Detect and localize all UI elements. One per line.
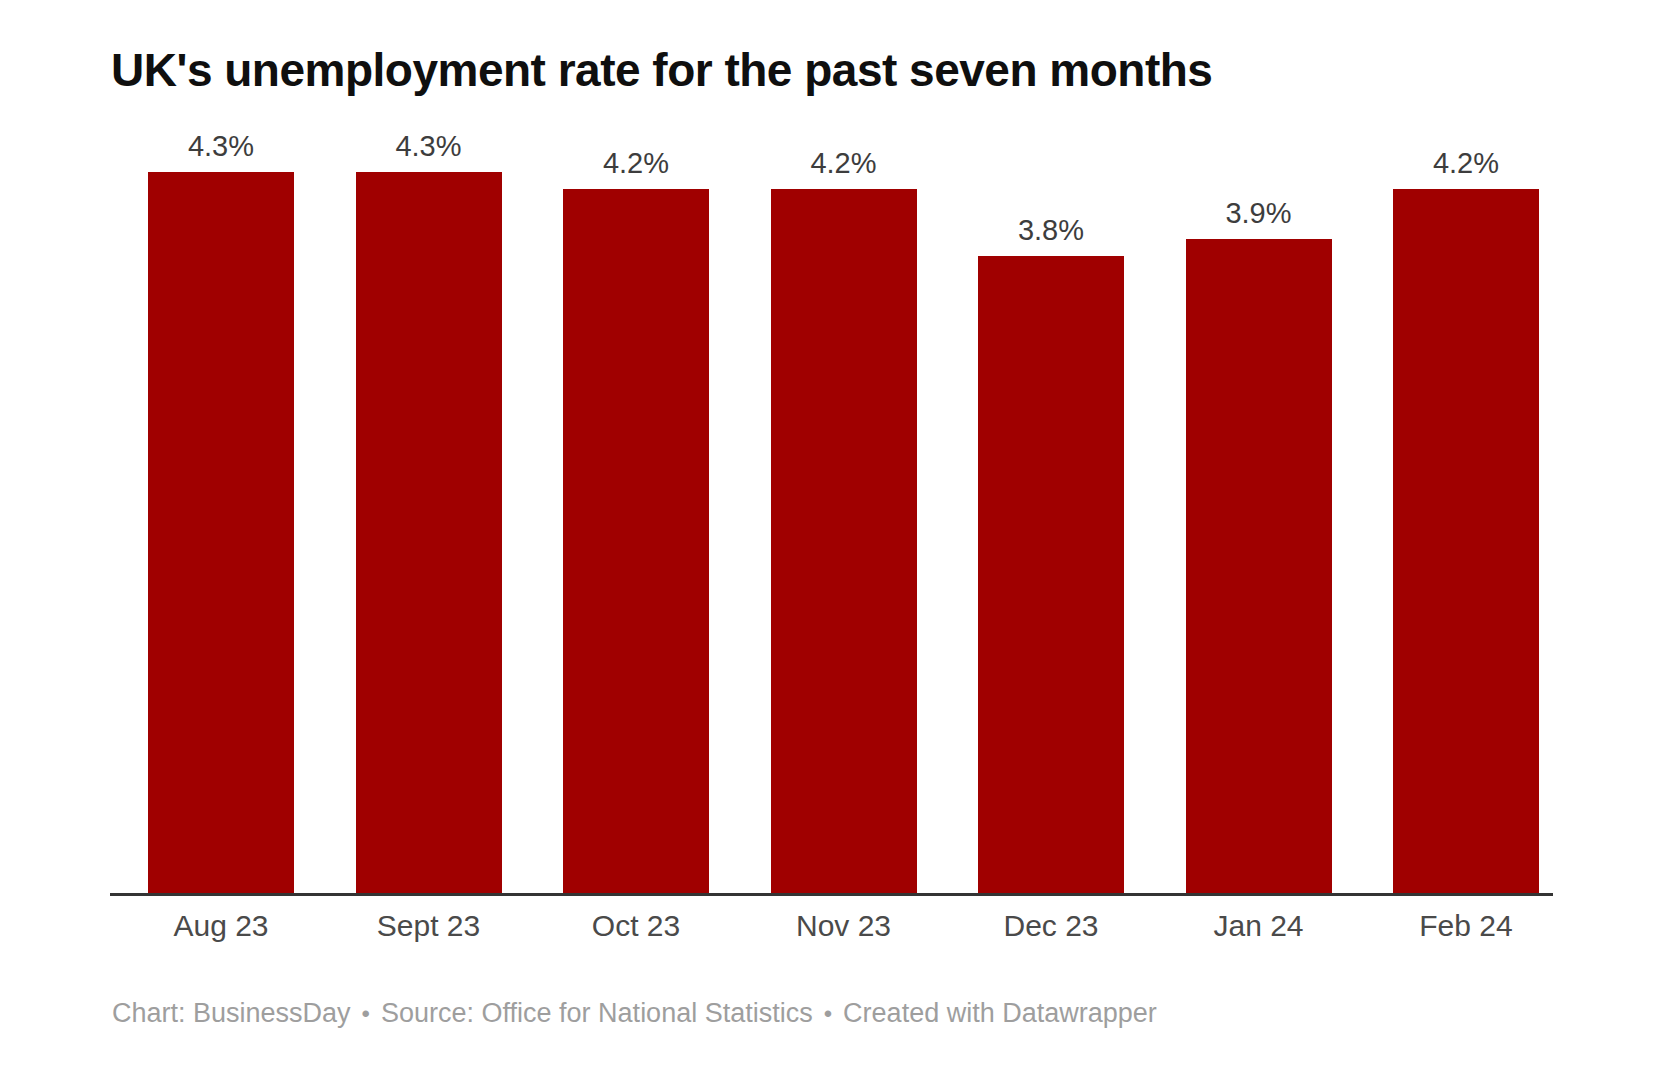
bar-column: 4.3% xyxy=(356,129,502,895)
bar xyxy=(1186,239,1332,895)
x-axis-tick-label: Oct 23 xyxy=(563,908,709,944)
bar-value-label: 4.3% xyxy=(395,129,461,163)
bar-chart-plot-area: 4.3% 4.3% 4.2% 4.2% 3.8% 3.9% 4.2% xyxy=(148,128,1539,895)
bar xyxy=(1393,189,1539,895)
x-axis-tick-label: Feb 24 xyxy=(1393,908,1539,944)
bar-value-label: 4.2% xyxy=(1433,146,1499,180)
bar-column: 4.2% xyxy=(1393,146,1539,895)
chart-footer: Chart: BusinessDay • Source: Office for Na… xyxy=(112,996,1157,1031)
bar-value-label: 3.8% xyxy=(1018,213,1084,247)
footer-bullet-separator: • xyxy=(824,1000,832,1027)
footer-created-with: Created with Datawrapper xyxy=(843,998,1157,1028)
bar xyxy=(563,189,709,895)
x-axis-tick-label: Sept 23 xyxy=(356,908,502,944)
bar-value-label: 3.9% xyxy=(1225,196,1291,230)
x-axis-tick-label: Nov 23 xyxy=(771,908,917,944)
bar-value-label: 4.3% xyxy=(188,129,254,163)
footer-bullet-separator: • xyxy=(362,1000,370,1027)
bar-column: 4.2% xyxy=(563,146,709,895)
bar-column: 3.8% xyxy=(978,213,1124,895)
bar-value-label: 4.2% xyxy=(810,146,876,180)
x-axis-tick-labels: Aug 23 Sept 23 Oct 23 Nov 23 Dec 23 Jan … xyxy=(148,908,1539,944)
x-axis-tick-label: Jan 24 xyxy=(1186,908,1332,944)
x-axis-tick-label: Aug 23 xyxy=(148,908,294,944)
bar-column: 4.3% xyxy=(148,129,294,895)
bar xyxy=(771,189,917,895)
bar-value-label: 4.2% xyxy=(603,146,669,180)
chart-title: UK's unemployment rate for the past seve… xyxy=(111,42,1212,100)
footer-source: Source: Office for National Statistics xyxy=(381,998,813,1028)
x-axis-line xyxy=(110,893,1553,896)
bar xyxy=(978,256,1124,895)
bar-column: 4.2% xyxy=(771,146,917,895)
x-axis-tick-label: Dec 23 xyxy=(978,908,1124,944)
bar-column: 3.9% xyxy=(1186,196,1332,895)
chart-card: UK's unemployment rate for the past seve… xyxy=(0,0,1668,1080)
footer-chart-credit: Chart: BusinessDay xyxy=(112,998,351,1028)
bar xyxy=(148,172,294,895)
bar xyxy=(356,172,502,895)
